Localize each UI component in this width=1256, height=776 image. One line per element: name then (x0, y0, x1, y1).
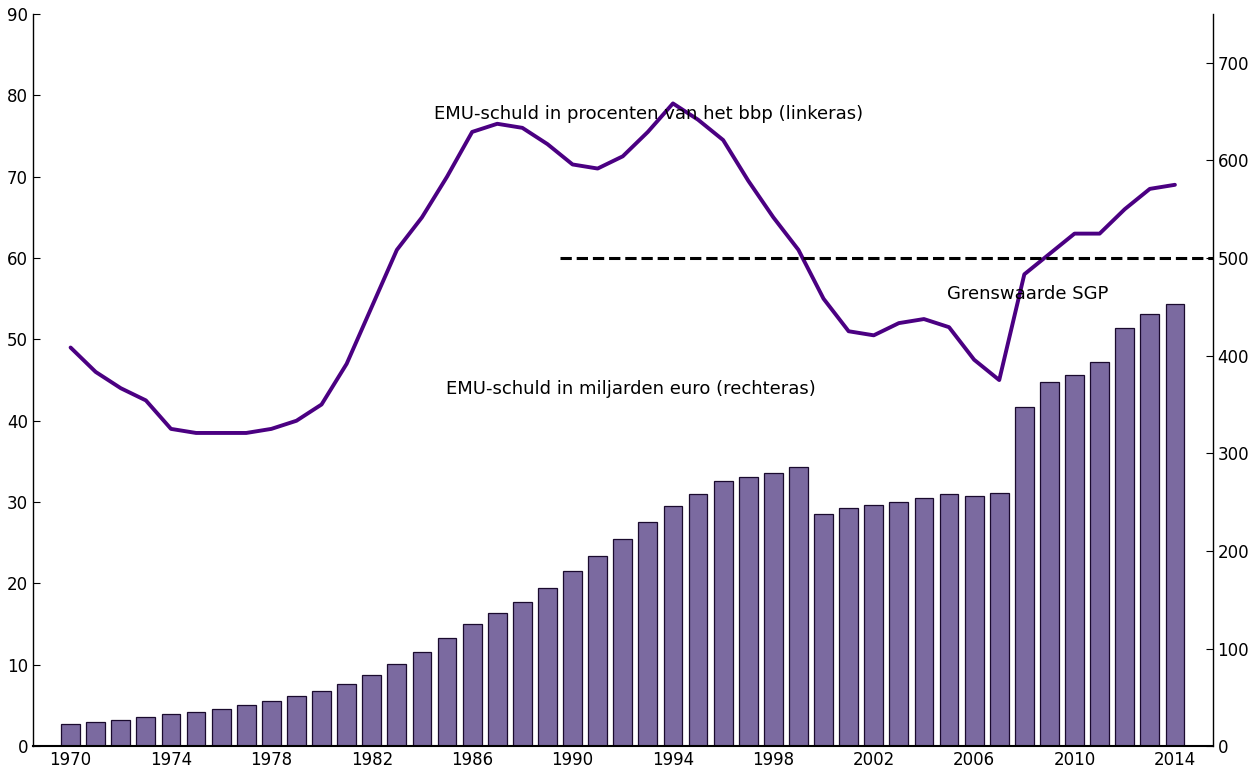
Bar (362, 675, 381, 747)
Bar (137, 717, 156, 747)
Bar (313, 691, 332, 747)
Bar (87, 722, 106, 747)
Bar (162, 714, 181, 747)
Bar (990, 494, 1009, 747)
Bar (1040, 382, 1059, 747)
Bar (1015, 407, 1034, 747)
Bar (112, 720, 131, 747)
Bar (713, 480, 732, 747)
Bar (462, 624, 481, 747)
Bar (187, 712, 206, 747)
Bar (563, 571, 582, 747)
Bar (538, 588, 556, 747)
Bar (338, 684, 357, 747)
Bar (663, 506, 682, 747)
Bar (263, 702, 281, 747)
Bar (864, 505, 883, 747)
Bar (237, 705, 256, 747)
Bar (638, 521, 657, 747)
Bar (814, 514, 833, 747)
Bar (437, 638, 456, 747)
Bar (889, 502, 908, 747)
Bar (487, 613, 506, 747)
Text: EMU-schuld in procenten van het bbp (linkeras): EMU-schuld in procenten van het bbp (lin… (435, 106, 863, 123)
Bar (1115, 328, 1134, 747)
Bar (1140, 314, 1159, 747)
Bar (588, 556, 607, 747)
Bar (512, 601, 531, 747)
Bar (1090, 362, 1109, 747)
Bar (739, 476, 757, 747)
Bar (1166, 304, 1184, 747)
Bar (688, 494, 707, 747)
Bar (387, 664, 406, 747)
Bar (939, 494, 958, 747)
Text: EMU-schuld in miljarden euro (rechteras): EMU-schuld in miljarden euro (rechteras) (446, 380, 815, 398)
Bar (965, 497, 983, 747)
Bar (613, 539, 632, 747)
Bar (212, 709, 231, 747)
Bar (839, 508, 858, 747)
Bar (914, 498, 933, 747)
Bar (1065, 375, 1084, 747)
Bar (62, 724, 80, 747)
Text: Grenswaarde SGP: Grenswaarde SGP (947, 285, 1109, 303)
Bar (789, 467, 808, 747)
Bar (412, 653, 431, 747)
Bar (764, 473, 782, 747)
Bar (288, 696, 306, 747)
